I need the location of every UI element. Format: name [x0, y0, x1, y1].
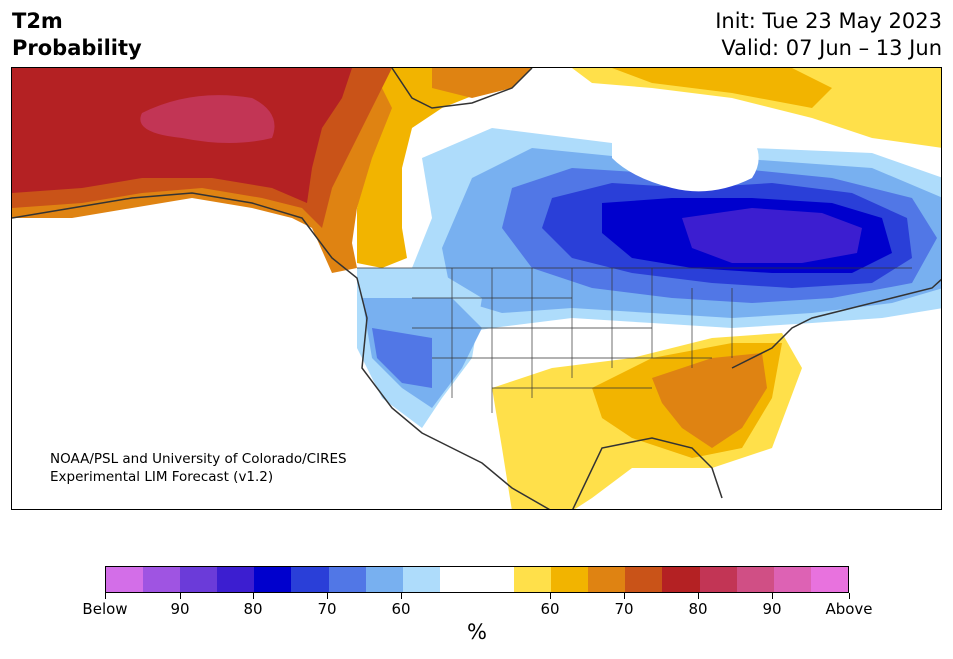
colorbar-segment — [291, 567, 329, 592]
colorbar-tick-label: 60 — [391, 600, 411, 618]
colorbar-tick-label: 80 — [688, 600, 708, 618]
colorbar-segment — [662, 567, 700, 592]
colorbar-segment — [736, 567, 774, 592]
credit-line-2: Experimental LIM Forecast (v1.2) — [50, 469, 274, 485]
colorbar-tick — [253, 593, 254, 599]
credit-text: NOAA/PSL and University of Colorado/CIRE… — [50, 450, 347, 486]
colorbar-tick-label: 80 — [243, 600, 263, 618]
colorbar-segment — [328, 567, 366, 592]
cold-region-extreme — [682, 208, 862, 263]
colorbar-segment — [439, 567, 477, 592]
colorbar-tick-label: 70 — [317, 600, 337, 618]
south-warm-orange — [652, 353, 767, 448]
colorbar-tick-label: Above — [825, 600, 873, 618]
colorbar-segment — [402, 567, 440, 592]
colorbar-segment — [810, 567, 848, 592]
colorbar-segment — [143, 567, 181, 592]
forecast-map: NOAA/PSL and University of Colorado/CIRE… — [11, 67, 942, 510]
warm-region-crimson — [140, 95, 275, 143]
colorbar-tick — [698, 593, 699, 599]
west-cold-strong — [372, 328, 432, 388]
colorbar-segment — [180, 567, 218, 592]
arctic-warm-orange-east — [612, 68, 832, 108]
variable-name: T2m — [12, 9, 63, 33]
state-borders — [357, 267, 912, 413]
map-title: T2m Probability — [12, 8, 142, 62]
date-info: Init: Tue 23 May 2023 Valid: 07 Jun – 13… — [715, 8, 942, 62]
colorbar-tick — [401, 593, 402, 599]
colorbar-tick — [180, 593, 181, 599]
colorbar-tick — [624, 593, 625, 599]
coastline — [12, 68, 941, 509]
map-canvas — [12, 68, 941, 509]
arctic-warm-orange — [432, 68, 532, 98]
warm-region-yellow — [357, 68, 512, 268]
colorbar-segment — [625, 567, 663, 592]
colorbar-segment — [476, 567, 515, 592]
colorbar-tick — [849, 593, 850, 599]
colorbar-segment — [106, 567, 144, 592]
colorbar-tick-label: Below — [82, 600, 128, 618]
colorbar-segment — [699, 567, 737, 592]
colorbar-segment — [217, 567, 255, 592]
init-date: Init: Tue 23 May 2023 — [715, 9, 942, 33]
colorbar-tick — [105, 593, 106, 599]
arctic-warm-yellow — [572, 68, 941, 148]
colorbar-tick — [550, 593, 551, 599]
colorbar-unit: % — [467, 620, 487, 644]
credit-line-1: NOAA/PSL and University of Colorado/CIRE… — [50, 451, 347, 467]
valid-range: Valid: 07 Jun – 13 Jun — [721, 36, 942, 60]
colorbar-tick-label: 70 — [614, 600, 634, 618]
colorbar-tick — [772, 593, 773, 599]
colorbar-segment — [514, 567, 552, 592]
colorbar-segment — [254, 567, 292, 592]
colorbar-segment — [365, 567, 403, 592]
colorbar-tick-label: 90 — [170, 600, 190, 618]
colorbar-segment — [588, 567, 626, 592]
colorbar-segment — [551, 567, 589, 592]
colorbar — [105, 566, 849, 593]
variable-type: Probability — [12, 36, 142, 60]
colorbar-tick-label: 90 — [762, 600, 782, 618]
colorbar-segment — [773, 567, 811, 592]
colorbar-tick — [327, 593, 328, 599]
hudson-bay — [612, 114, 759, 192]
colorbar-tick-label: 60 — [540, 600, 560, 618]
